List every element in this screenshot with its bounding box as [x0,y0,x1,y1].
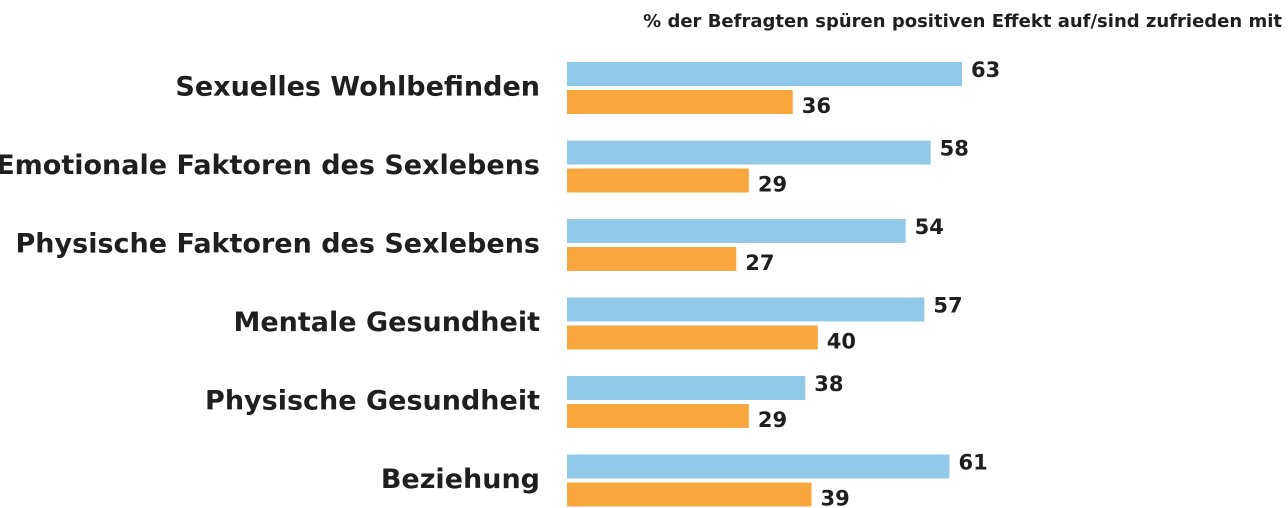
category-label: Beziehung [381,464,540,495]
value-label: 61 [958,451,987,475]
category-label: Physische Gesundheit [205,386,540,417]
bar [567,140,931,165]
category-label: Mentale Gesundheit [233,307,540,338]
value-label: 40 [827,330,856,354]
value-label: 57 [933,294,962,318]
bar [567,219,906,243]
bar [567,247,737,271]
chart-subtitle: % der Befragten spüren positiven Effekt … [643,11,1282,32]
value-label: 38 [814,372,843,396]
value-label: 58 [940,137,969,161]
category-label: Physische Faktoren des Sexlebens [16,229,540,260]
value-label: 29 [758,173,787,197]
value-label: 36 [802,94,831,118]
bar [567,297,925,322]
bar [567,376,806,400]
bar [567,404,749,428]
category-label: Emotionale Faktoren des Sexlebens [0,150,540,181]
bar [567,325,818,350]
bar [567,482,812,507]
bar [567,454,950,479]
value-label: 63 [971,58,1000,82]
value-label: 39 [821,487,850,508]
category-label: Sexuelles Wohlbefinden [175,72,540,103]
value-label: 54 [915,215,944,239]
bar [567,62,963,86]
bar [567,168,749,193]
value-label: 27 [745,251,774,275]
bar [567,90,793,114]
value-label: 29 [758,408,787,432]
